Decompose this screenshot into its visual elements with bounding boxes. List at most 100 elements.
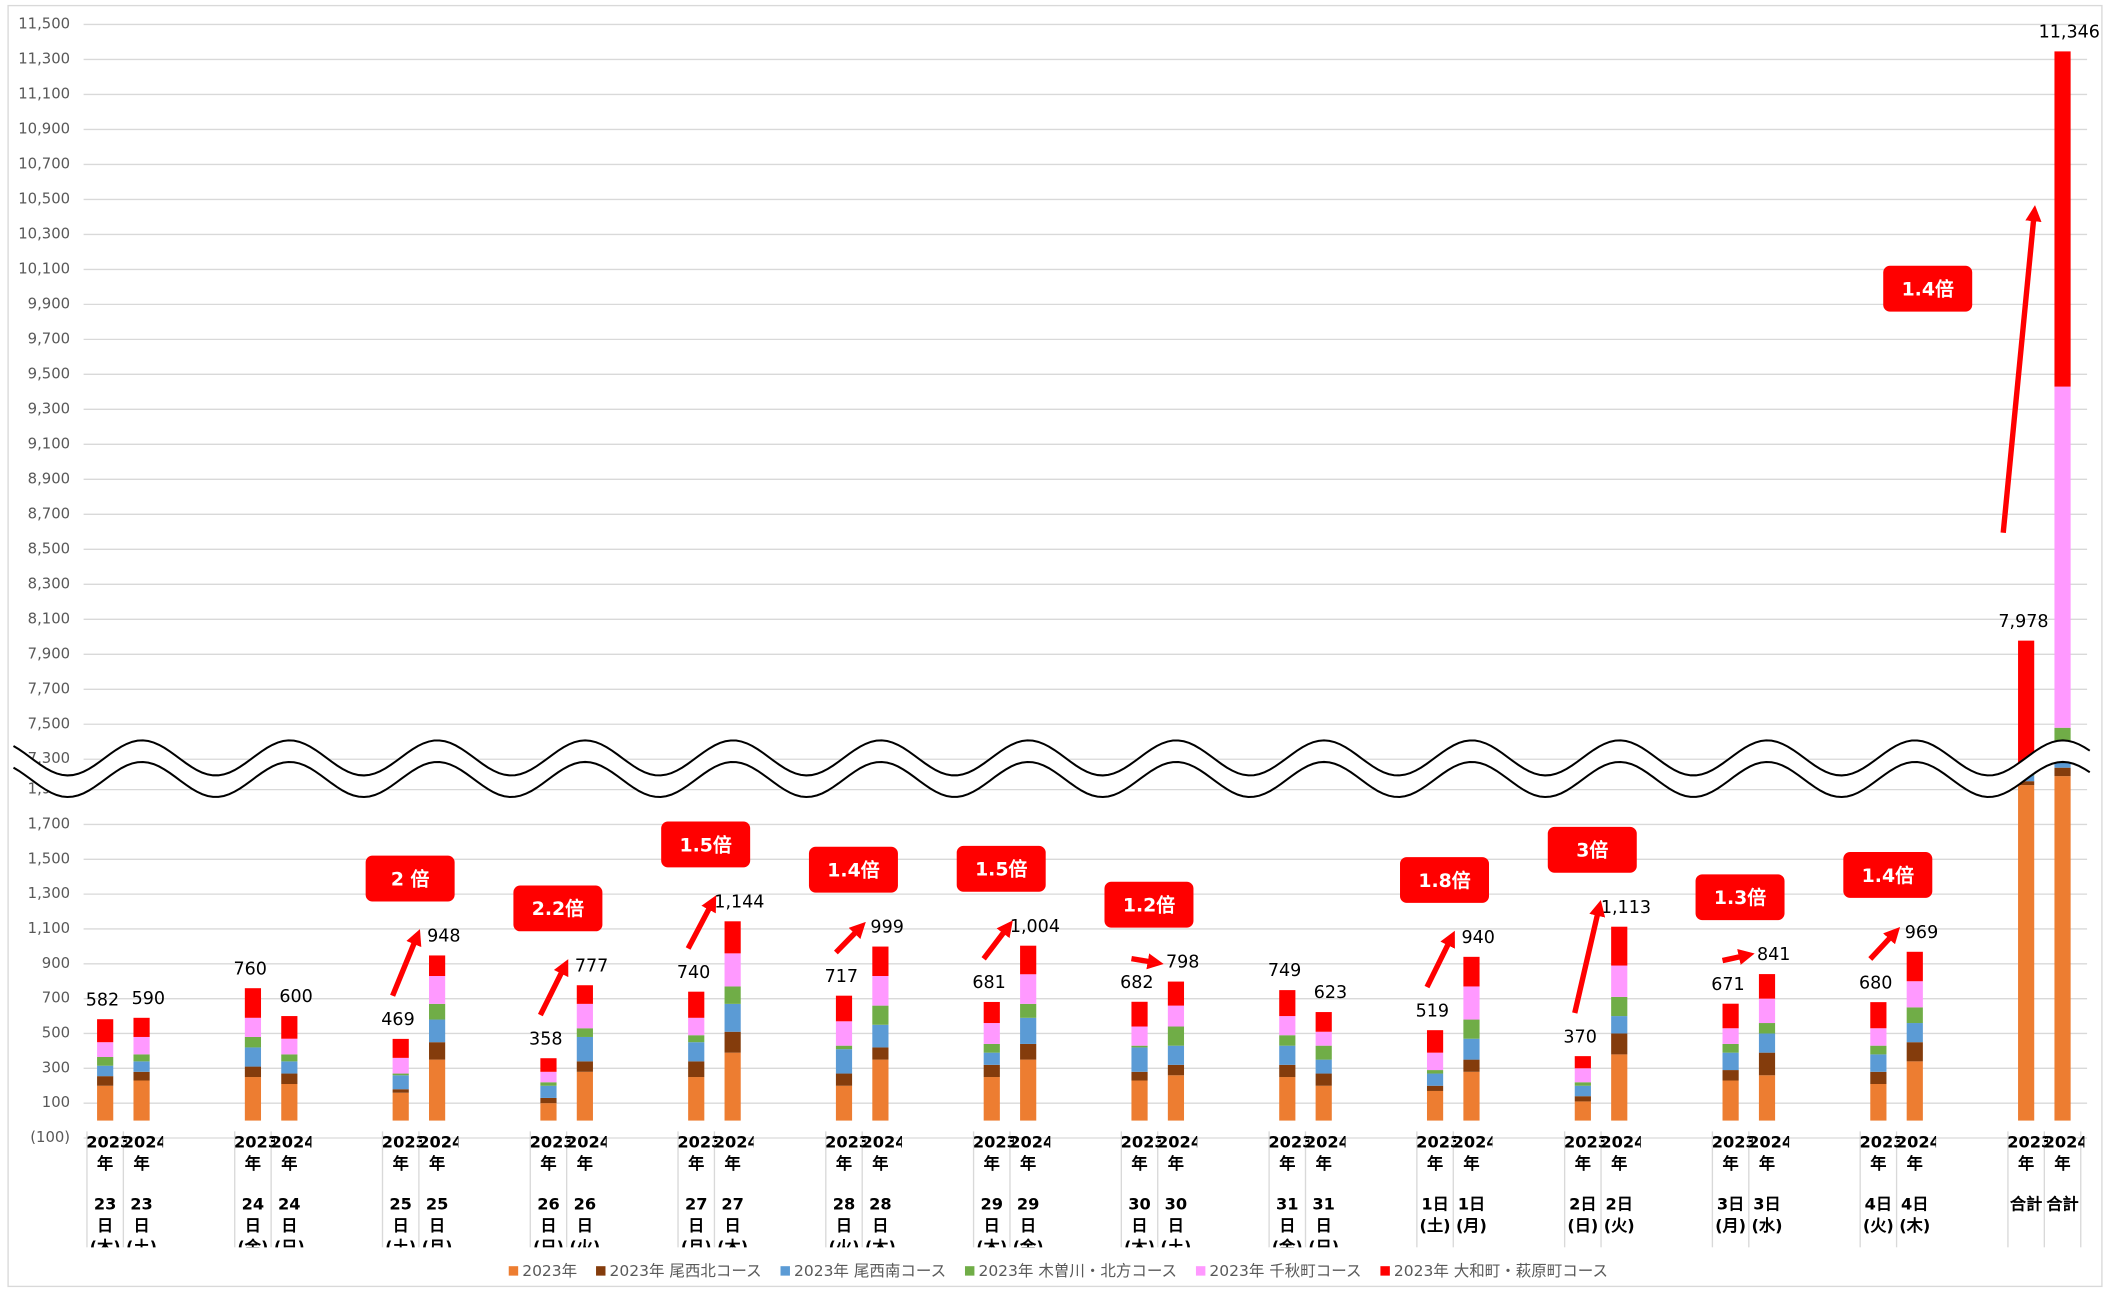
x-date-label-box: 30日(木) xyxy=(1124,1195,1155,1248)
x-tick-label: 2024年 xyxy=(1748,1132,1788,1174)
data-label: 680 xyxy=(1859,973,1892,993)
bar-segment xyxy=(872,976,889,1006)
annotation-box xyxy=(1104,881,1194,928)
x-tick-label-box: 2024年 xyxy=(1453,1133,1493,1173)
bar-segment xyxy=(540,1082,557,1086)
bar-segment xyxy=(1167,1026,1185,1046)
x-tick-label-box: 2023年 xyxy=(825,1133,865,1173)
bar-segment xyxy=(1906,1007,1923,1024)
bar-segment xyxy=(983,1043,1000,1053)
x-tick-label-box: 2024年 xyxy=(714,1133,754,1173)
x-date-label: 26日(日) xyxy=(532,1194,564,1248)
annotation: 1.4倍 xyxy=(1862,864,1914,887)
bar-segment xyxy=(1426,1052,1444,1071)
bar-segment xyxy=(540,1058,557,1072)
bar-segment xyxy=(576,985,593,1004)
bar-segment xyxy=(2054,761,2071,768)
bar-segment xyxy=(688,1077,705,1121)
bar-segment xyxy=(1279,990,1296,1017)
bar-segment xyxy=(281,1073,298,1085)
bar-segment xyxy=(429,976,446,1004)
bar-segment xyxy=(1167,1064,1185,1076)
data-label: 1,144 xyxy=(714,892,764,912)
x-date-label-box: 24日(金) xyxy=(237,1194,269,1248)
bar-segment xyxy=(688,991,705,1018)
x-date-label: 25日(土) xyxy=(385,1194,417,1248)
bar-segment xyxy=(835,995,853,1022)
bar-segment xyxy=(1574,1082,1591,1086)
x-date-label-box: 27日(月) xyxy=(681,1195,712,1248)
x-tick-label: 2023年 xyxy=(972,1132,1013,1174)
y-tick-label: 1,700 xyxy=(28,815,70,832)
data-label: 623 xyxy=(1314,983,1347,1003)
arrow xyxy=(981,920,1013,961)
data-label: 740 xyxy=(677,963,710,983)
bar-segment xyxy=(97,1042,114,1058)
bar-segment xyxy=(835,1045,853,1050)
x-date-label: 4日(木) xyxy=(1899,1194,1931,1236)
x-date-label: 24日(金) xyxy=(237,1194,269,1248)
legend-label: 2023年 xyxy=(522,1262,577,1280)
bar-segment xyxy=(97,1057,114,1066)
bar-segment xyxy=(724,1031,741,1053)
arrow xyxy=(2000,205,2042,534)
x-date-label-box: 25日(土) xyxy=(385,1194,417,1248)
bar-segment xyxy=(1426,1030,1444,1053)
x-tick-label-box: 2023年 xyxy=(1268,1133,1308,1173)
x-tick-label-box: 2023年 xyxy=(2007,1133,2047,1173)
bar-segment xyxy=(281,1016,298,1039)
x-date-label: 合計 xyxy=(2009,1194,2043,1214)
bar-segment xyxy=(244,1017,262,1037)
annotation-box xyxy=(661,821,751,868)
bar-segment xyxy=(1758,998,1776,1024)
data-label: 370 xyxy=(1563,1027,1596,1047)
bar-segment xyxy=(1315,1059,1332,1074)
bar-segment xyxy=(872,1024,889,1048)
x-tick-label: 2023年 xyxy=(1711,1132,1752,1174)
bar-segment xyxy=(576,1061,593,1072)
y-tick-label: 9,500 xyxy=(28,365,70,382)
bar-segment xyxy=(835,1085,853,1121)
bar-segment xyxy=(1722,1028,1739,1044)
bar-segment xyxy=(1611,926,1628,966)
bar-segment xyxy=(1611,1054,1628,1121)
y-tick-label: 10,900 xyxy=(18,120,70,137)
y-tick-label: 900 xyxy=(42,955,70,972)
data-label: 600 xyxy=(279,987,312,1007)
bar-segment xyxy=(724,986,741,1004)
x-tick-label-box: 2023年 xyxy=(1711,1132,1752,1174)
bar-segment xyxy=(1315,1012,1332,1032)
x-tick-label: 2023年 xyxy=(677,1132,717,1174)
bar-segment xyxy=(1279,1016,1296,1036)
annotation: 1.5倍 xyxy=(680,833,732,856)
x-date-label: 27日(木) xyxy=(717,1194,749,1248)
data-label: 519 xyxy=(1416,1001,1449,1021)
annotation: 2.2倍 xyxy=(532,897,584,920)
x-tick-label-box: 2024年 xyxy=(1600,1133,1640,1173)
x-tick-label: 2024年 xyxy=(2043,1132,2084,1174)
x-date-label: 2日(火) xyxy=(1603,1194,1635,1236)
x-tick-label: 2023年 xyxy=(1563,1132,1604,1174)
x-date-label: 4日(火) xyxy=(1862,1194,1894,1236)
chart-frame xyxy=(7,4,2103,1288)
annotation-box xyxy=(513,885,603,932)
x-tick-label-box: 2024年 xyxy=(1748,1132,1788,1174)
x-tick-label: 2024年 xyxy=(565,1132,606,1174)
bar-segment xyxy=(133,1017,150,1037)
x-date-label-box: 26日(日) xyxy=(532,1194,564,1248)
bar-segment xyxy=(1131,1026,1148,1046)
bar-segment xyxy=(244,1077,262,1121)
bar-segment xyxy=(688,1061,705,1078)
bar-segment xyxy=(1426,1090,1444,1121)
data-label: 7,978 xyxy=(1998,612,2048,632)
arrow xyxy=(1572,899,1606,1014)
x-tick-label-box: 2024年 xyxy=(270,1133,310,1173)
bar-segment xyxy=(1131,1001,1148,1027)
arrow xyxy=(1721,949,1755,965)
bar-segment xyxy=(688,1017,705,1036)
bar-segment xyxy=(540,1103,557,1121)
data-label: 1,004 xyxy=(1010,917,1060,937)
bar-segment xyxy=(1279,1045,1296,1065)
annotation: 3倍 xyxy=(1576,839,1608,862)
bar-segment xyxy=(1020,1059,1037,1121)
